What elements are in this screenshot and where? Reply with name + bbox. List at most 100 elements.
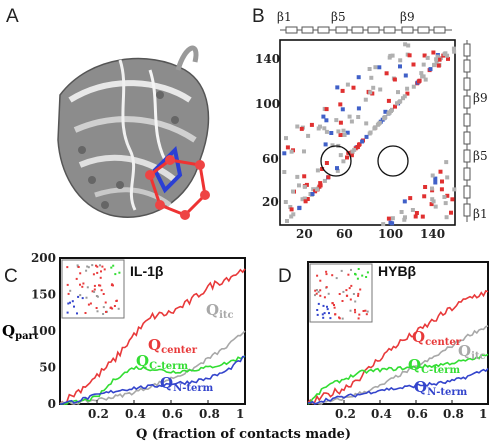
contact-dot [443,201,448,206]
contact-dot [299,126,304,131]
chart-c-series [59,268,246,406]
inset-dot [325,286,328,289]
inset-dot [112,264,115,267]
contact-dot [402,199,407,204]
y-tick-label: 50 [39,361,56,375]
inset-dot [316,309,319,311]
contact-dot [398,64,402,69]
contact-dot [291,212,296,217]
contact-dot [440,179,444,184]
label-c-nterm: QN-term [160,374,214,394]
contact-dot [309,122,314,127]
inset-dot [109,306,112,309]
inset-dot [323,296,326,299]
beta-strand-bar-right [463,40,471,222]
series-line-center [307,289,489,405]
inset-dot [341,300,344,302]
inset-dot [102,293,105,295]
inset-dot [113,305,116,307]
contact-dot [402,94,407,99]
contact-dot [340,107,345,112]
contact-dot [405,86,410,91]
cmap-xtick-140: 140 [420,227,445,241]
contact-dot [419,71,424,76]
inset-dot [98,284,100,287]
contact-dot [349,153,354,158]
inset-dot [71,300,74,303]
inset-dot [341,317,344,320]
contact-dot [364,134,369,139]
contact-dot [322,178,327,183]
contact-dot [405,91,410,96]
contact-dot [310,192,315,196]
contact-dot [439,187,444,192]
contact-dot [386,111,391,116]
contact-dot [311,187,316,192]
inset-dot [350,284,353,287]
contact-dot [430,197,435,202]
inset-dot [69,301,71,304]
contact-dot [345,82,350,87]
contact-dot [300,197,305,202]
contact-dot [390,53,395,58]
contact-dot [398,99,403,104]
contact-dot [445,175,450,180]
label-d-nterm: QN-term [414,378,468,398]
label-c-center: Qcenter [148,336,198,356]
inset-dot [329,317,332,320]
inset-dot [331,274,334,277]
contact-dot [421,74,426,79]
inset-dot [91,290,94,293]
contact-dot [369,75,374,80]
contact-dot [370,91,375,96]
contact-dot [302,184,307,189]
inset-dot [338,293,341,295]
inset-dot [331,302,334,305]
contact-dot [289,149,294,154]
inset-dot [365,276,368,278]
contact-dot [422,194,427,199]
inset-dot [85,269,88,272]
inset-dot [317,302,320,305]
contact-dot [326,175,331,180]
series-line-n_term [308,367,489,405]
inset-dot [95,295,98,297]
contact-dot [335,168,340,173]
contact-dot [335,85,340,90]
x-tick-label: 0.2 [88,407,109,421]
inset-dot [358,313,361,316]
contact-dot [368,130,373,135]
inset-dot [335,277,338,280]
inset-dot [66,266,69,269]
contact-dot [445,193,450,198]
contact-dot [436,63,441,68]
contact-dot [336,129,341,134]
contact-dot [386,98,391,103]
panel-label-c: C [4,266,18,287]
inset-dot [85,296,88,299]
inset-dot [354,273,357,276]
inset-dot [110,266,113,269]
contact-dot [451,46,456,51]
chart-d-inset [309,263,373,323]
x-tick-label: 0.4 [125,407,146,421]
chart-d-ticks: 0.2 0.4 0.6 0.8 1 [335,400,489,421]
contact-dot [295,124,300,129]
inset-dot [84,312,87,314]
contact-dot [393,104,397,109]
contact-dot [377,65,382,70]
inset-dot [345,289,348,292]
y-axis-label: Qpart [2,322,39,342]
inset-dot [77,295,80,298]
beta-label-right-9: β9 [473,91,488,105]
inset-dot [326,308,329,311]
contact-dot [388,220,393,225]
inset-dot [325,270,328,273]
contact-dot [396,90,400,95]
inset-dot [314,289,317,292]
series-line-c_term [60,355,246,405]
contact-dot [295,174,300,179]
contact-dot [403,73,408,78]
contact-dot [432,62,437,67]
